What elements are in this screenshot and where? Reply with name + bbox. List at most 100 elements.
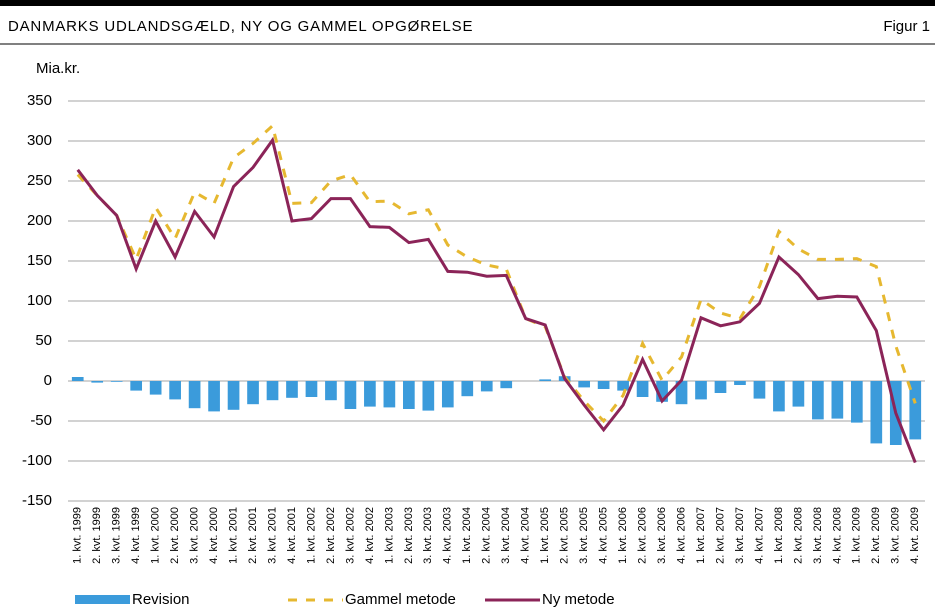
y-tick-label: 250 [27,172,52,189]
bar [597,381,610,389]
x-tick-label: 1. kvt. 2008 [773,507,785,564]
bar [266,381,279,401]
bar [441,381,454,408]
bar [500,381,513,389]
x-tick-label: 1. kvt. 2001 [227,507,239,564]
bar [850,381,863,423]
bar [753,381,766,399]
bar [149,381,162,395]
bar [130,381,143,391]
x-tick-label: 3. kvt. 2008 [812,507,824,564]
x-tick-label: 4. kvt. 2009 [909,507,921,564]
bar [422,381,435,411]
bar [578,381,590,388]
x-tick-label: 4. kvt. 2001 [286,507,298,564]
x-tick-label: 1. kvt. 1999 [72,507,84,564]
x-tick-label: 2. kvt. 2006 [636,507,648,564]
x-tick-label: 2. kvt. 2008 [792,507,804,564]
bar [831,381,844,419]
y-tick-label: -50 [30,412,52,429]
y-tick-label: 150 [27,252,52,269]
x-tick-label: 4. kvt. 2005 [598,507,610,564]
bar [71,377,84,381]
y-tick-label: 200 [27,212,52,229]
bar [695,381,707,400]
x-tick-label: 1. kvt. 2004 [461,507,473,564]
x-tick-label: 3. kvt. 2004 [500,507,512,564]
bar [286,381,298,398]
chart-title: DANMARKS UDLANDSGÆLD, NY OG GAMMEL OPGØR… [8,18,473,35]
bar [208,381,220,412]
bar [227,381,240,410]
x-tick-label: 3. kvt. 2002 [344,507,356,564]
bar [714,381,727,393]
bar [617,381,629,391]
x-tick-label: 2. kvt. 2007 [714,507,726,564]
x-tick-label: 1. kvt. 2009 [851,507,863,564]
bar [110,381,123,382]
bar [870,381,883,444]
x-tick-label: 2. kvt. 2009 [870,507,882,564]
y-tick-label: 100 [27,292,52,309]
x-tick-label: 3. kvt. 2009 [890,507,902,564]
y-tick-label: 0 [44,372,52,389]
x-tick-label: 3. kvt. 2007 [734,507,746,564]
x-tick-label: 4. kvt. 2007 [753,507,765,564]
bar [344,381,357,409]
bar [383,381,396,408]
bar [403,381,415,409]
legend-label: Gammel metode [345,591,456,608]
bar [656,381,668,402]
x-tick-label: 4. kvt. 2004 [520,507,532,564]
x-tick-label: 4. kvt. 2002 [364,507,376,564]
x-tick-label: 1. kvt. 2000 [150,507,162,564]
bar [636,381,649,397]
x-tick-label: 1. kvt. 2003 [383,507,395,564]
figure-label: Figur 1 [883,18,930,35]
x-tick-label: 4. kvt. 2006 [675,507,687,564]
top-rule [0,0,935,6]
bar [461,381,474,397]
y-tick-label: 300 [27,132,52,149]
bar [169,381,181,400]
legend-swatch [75,595,130,604]
x-tick-label: 3. kvt. 2001 [266,507,278,564]
y-axis-label: Mia.kr. [36,60,80,77]
bar [305,381,318,397]
x-tick-label: 2. kvt. 2000 [169,507,181,564]
x-tick-label: 2. kvt. 2004 [481,507,493,564]
x-tick-label: 2. kvt. 2005 [559,507,571,564]
y-tick-label: -100 [22,452,52,469]
x-tick-label: 3. kvt. 2003 [422,507,434,564]
bar [812,381,824,420]
x-tick-label: 4. kvt. 2003 [442,507,454,564]
x-tick-label: 1. kvt. 2005 [539,507,551,564]
x-tick-label: 2. kvt. 2003 [403,507,415,564]
bar [480,381,493,392]
x-tick-label: 2. kvt. 2001 [247,507,259,564]
bar [364,381,376,407]
x-tick-label: 2. kvt. 2002 [325,507,337,564]
legend-label: Ny metode [542,591,615,608]
x-tick-label: 1. kvt. 2007 [695,507,707,564]
bar [91,381,104,383]
x-tick-label: 3. kvt. 2006 [656,507,668,564]
x-tick-label: 3. kvt. 1999 [111,507,123,564]
x-tick-label: 3. kvt. 2000 [189,507,201,564]
x-tick-label: 4. kvt. 2008 [831,507,843,564]
bar [325,381,337,401]
x-tick-label: 3. kvt. 2005 [578,507,590,564]
x-tick-label: 4. kvt. 1999 [130,507,142,564]
y-tick-label: -150 [22,492,52,509]
x-tick-label: 2. kvt. 1999 [91,507,103,564]
bar [792,381,805,407]
bar [773,381,785,412]
bar [539,379,552,381]
x-tick-label: 1. kvt. 2006 [617,507,629,564]
bar [247,381,259,405]
x-tick-label: 1. kvt. 2002 [305,507,317,564]
legend-label: Revision [132,591,190,608]
line [76,136,917,464]
x-tick-label: 4. kvt. 2000 [208,507,220,564]
